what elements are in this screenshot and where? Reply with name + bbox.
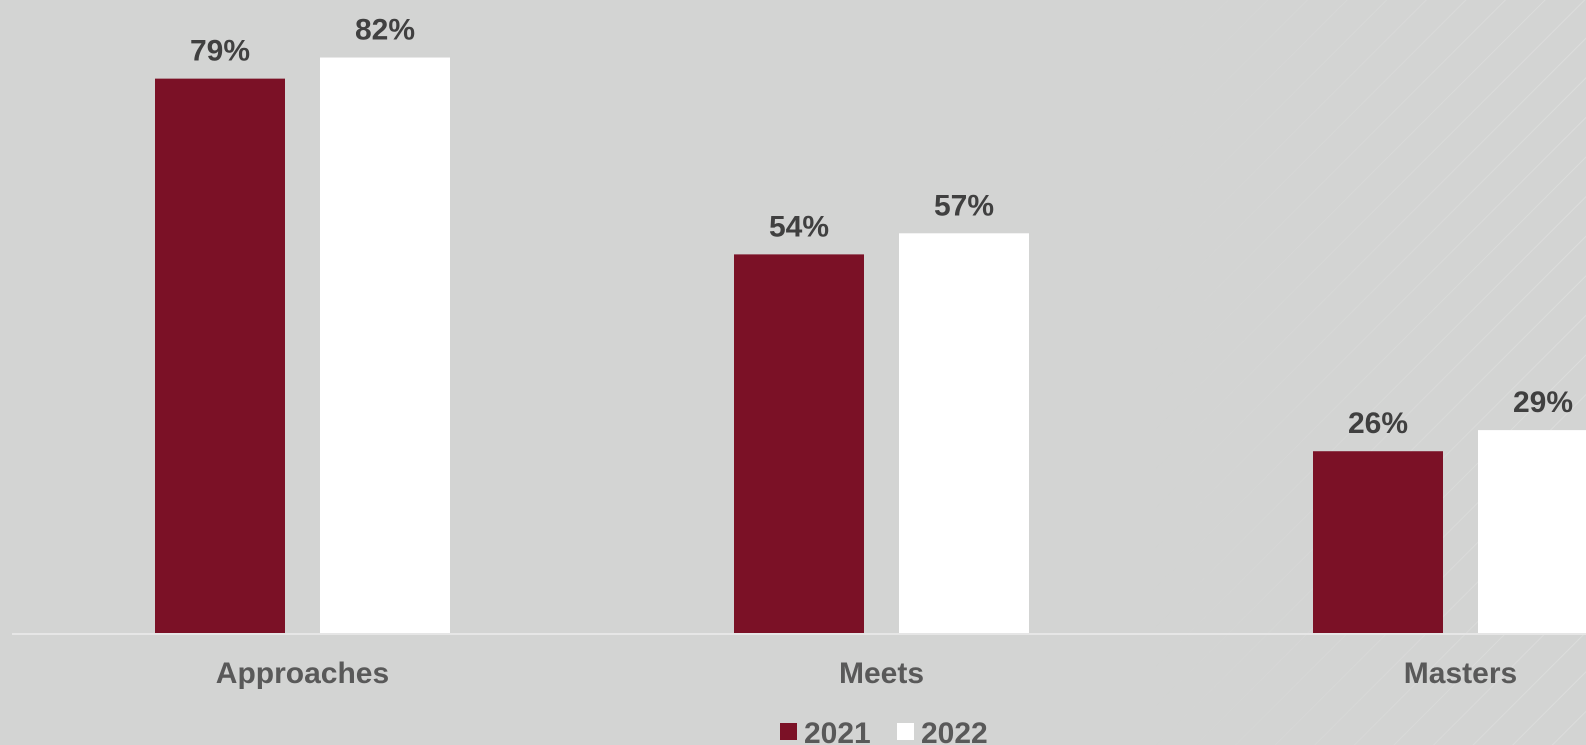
data-label-meets-2022: 57% (934, 189, 994, 222)
category-label-meets: Meets (839, 657, 924, 690)
bar-masters-2021 (1313, 451, 1443, 634)
bar-masters-2022 (1478, 430, 1586, 634)
category-label-approaches: Approaches (216, 657, 389, 690)
legend-swatch-2021 (780, 723, 797, 740)
bar-meets-2022 (899, 233, 1029, 635)
data-label-approaches-2022: 82% (355, 14, 415, 47)
bars-layer (155, 57, 1586, 635)
legend-swatch-2022 (897, 723, 914, 740)
data-label-masters-2022: 29% (1513, 386, 1573, 419)
data-label-approaches-2021: 79% (190, 35, 250, 68)
category-label-masters: Masters (1404, 657, 1517, 690)
bar-approaches-2022 (320, 57, 450, 635)
data-label-masters-2021: 26% (1348, 407, 1408, 440)
legend-label-2021: 2021 (804, 717, 871, 745)
bar-approaches-2021 (155, 78, 285, 634)
legend: 2021 2022 (780, 717, 988, 745)
legend-label-2022: 2022 (921, 717, 988, 745)
data-label-meets-2021: 54% (769, 210, 829, 243)
labels-layer: 79% 82% Approaches 54% 57% Meets 26% 29% Masters (190, 14, 1573, 690)
bar-meets-2021 (734, 254, 864, 634)
